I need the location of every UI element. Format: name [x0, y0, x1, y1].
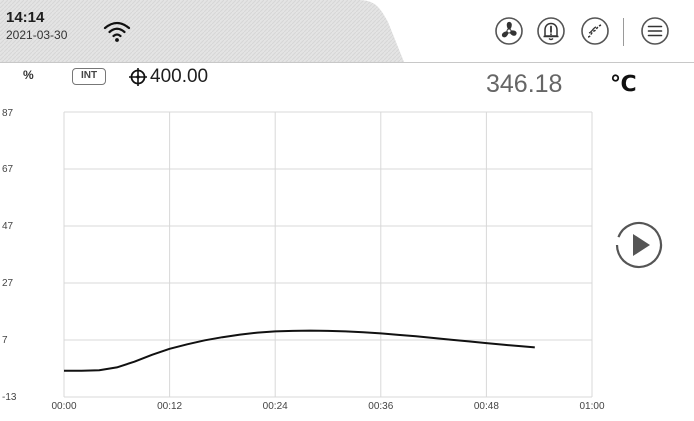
play-button[interactable] — [614, 220, 664, 270]
alarm-bell-icon[interactable] — [536, 16, 566, 46]
trend-chart: 87 67 47 27 7 -13 00:00 00:12 00:24 00:36 00:48 01:… — [2, 108, 605, 412]
series-line — [64, 329, 535, 372]
y-tick-label: -13 — [2, 392, 17, 403]
header-divider — [0, 62, 694, 63]
process-value: 346.18 — [486, 70, 563, 98]
x-tick-label: 00:00 — [51, 401, 76, 412]
y-tick-label: 27 — [2, 278, 14, 289]
temperature-unit: ℃ — [610, 71, 637, 96]
mode-badge[interactable]: INT — [72, 68, 106, 85]
x-tick-label: 00:12 — [157, 401, 182, 412]
x-tick-label: 00:24 — [263, 401, 288, 412]
x-tick-label: 00:48 — [474, 401, 499, 412]
setpoint-value: 400.00 — [150, 66, 209, 87]
y-tick-label: 87 — [2, 108, 14, 119]
wifi-icon — [103, 21, 131, 42]
x-tick-label: 01:00 — [579, 401, 604, 412]
y-tick-label: 67 — [2, 164, 14, 175]
x-tick-label: 00:36 — [368, 401, 393, 412]
y-tick-label: 47 — [2, 221, 14, 232]
fan-icon[interactable] — [494, 16, 524, 46]
status-tab-background — [0, 0, 404, 62]
play-icon — [633, 234, 650, 256]
toolbar-separator — [623, 18, 624, 46]
clock: 14:14 2021-03-30 — [6, 9, 67, 43]
y-tick-label: 7 — [2, 335, 8, 346]
status-bar: 14:14 2021-03-30 — [0, 0, 694, 62]
target-icon — [129, 68, 147, 86]
menu-icon[interactable] — [640, 16, 670, 46]
clock-time: 14:14 — [6, 9, 45, 26]
trend-icon[interactable] — [580, 16, 610, 46]
percent-label: % — [23, 68, 34, 82]
clock-date: 2021-03-30 — [6, 28, 68, 42]
